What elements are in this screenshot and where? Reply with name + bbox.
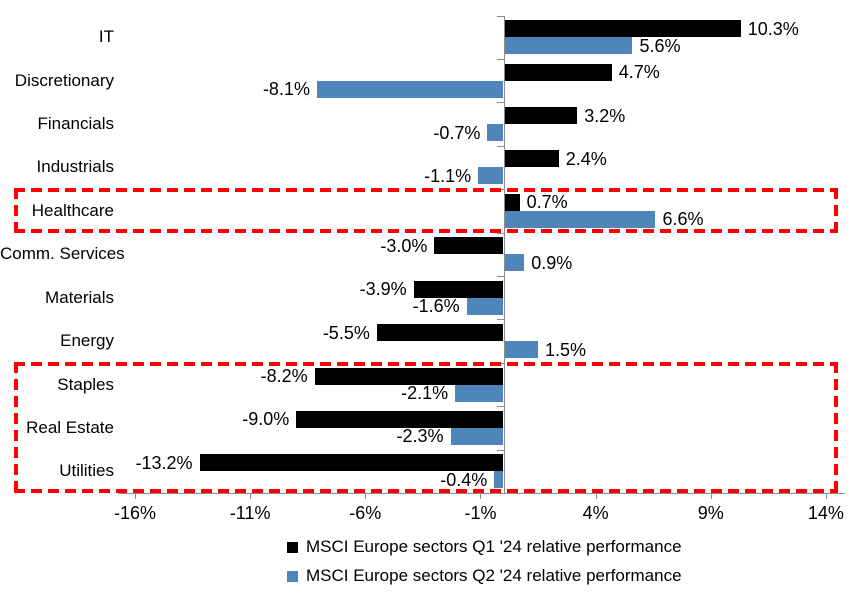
y-axis-tick [496,276,504,278]
category-label-it: IT [98,27,114,47]
bar-q1-comm-services [434,237,504,255]
value-label-q2-energy: 1.5% [545,339,587,360]
category-label-financials: Financials [37,114,114,134]
value-label-q1-discretionary: 4.7% [618,62,660,83]
value-label-q2-discretionary: -8.1% [262,79,310,100]
bar-q2-utilities [494,471,504,489]
category-label-discretionary: Discretionary [14,70,114,90]
value-label-q1-financials: 3.2% [584,105,626,126]
bar-q1-healthcare [503,193,520,211]
legend-item-q2: MSCI Europe sectors Q2 '24 relative perf… [287,566,682,586]
category-label-utilities: Utilities [59,461,114,481]
highlight-box-2-staples-top-edge [14,361,838,366]
highlight-box-2-staples-left-edge [14,361,18,494]
bar-q2-staples [455,384,504,402]
bar-q2-financials [487,124,504,142]
legend-label-q2: MSCI Europe sectors Q2 '24 relative perf… [306,566,682,585]
bar-q2-real-estate [450,427,504,445]
category-label-real-estate: Real Estate [26,417,114,437]
bar-q1-real-estate [296,410,504,428]
bar-q2-comm-services [503,254,525,272]
x-axis-tick [480,493,482,499]
category-label-materials: Materials [45,287,114,307]
value-label-q1-comm-services: -3.0% [380,235,428,256]
x-axis-tick [250,493,252,499]
x-axis-tick-label: 4% [582,503,609,523]
value-label-q1-industrials: 2.4% [565,148,607,169]
x-axis-tick-label: 14% [807,503,844,523]
bar-q1-discretionary [503,63,612,81]
x-axis-tick [365,493,367,499]
x-axis-tick-label: -1% [464,503,497,523]
value-label-q1-materials: -3.9% [359,279,407,300]
value-label-q2-real-estate: -2.3% [396,426,444,447]
y-axis-tick [496,15,504,17]
bar-q2-discretionary [316,80,504,98]
x-axis-tick [710,493,712,499]
value-label-q2-industrials: -1.1% [424,165,472,186]
highlight-box-1-healthcare-bottom-edge [14,228,838,233]
highlight-box-2-staples-right-edge [834,361,838,494]
y-axis-tick [496,449,504,451]
value-label-q2-financials: -0.7% [433,122,481,143]
highlight-box-1-healthcare-right-edge [834,188,838,233]
y-axis-tick [496,102,504,104]
bar-q1-financials [503,107,578,125]
y-axis-tick [496,145,504,147]
bar-q2-it [503,37,633,55]
value-label-q2-utilities: -0.4% [440,469,488,490]
value-label-q2-healthcare: 6.6% [662,209,704,230]
y-axis-tick [496,58,504,60]
value-label-q1-real-estate: -9.0% [242,409,290,430]
category-label-energy: Energy [60,331,114,351]
bar-q1-staples [314,367,504,385]
x-axis-tick [595,493,597,499]
value-label-q1-it: 10.3% [747,18,799,39]
x-axis-tick-label: -16% [114,503,157,523]
legend-item-q1: MSCI Europe sectors Q1 '24 relative perf… [287,537,682,557]
x-axis-tick [135,493,137,499]
value-label-q1-energy: -5.5% [322,322,370,343]
bar-q2-healthcare [503,210,656,228]
bar-q1-industrials [503,150,559,168]
x-axis-tick-label: -11% [229,503,271,523]
x-axis-tick-label: -6% [349,503,382,523]
value-label-q1-staples: -8.2% [260,366,308,387]
x-axis-line [118,493,845,494]
category-label-staples: Staples [57,374,114,394]
value-label-q2-comm-services: 0.9% [531,252,573,273]
bar-q1-energy [376,324,504,342]
x-axis-tick [825,493,827,499]
category-label-comm-services: Comm. Services [0,244,125,264]
category-label-industrials: Industrials [36,157,114,177]
bar-q1-utilities [199,454,504,472]
bar-q1-it [503,20,741,38]
legend: MSCI Europe sectors Q1 '24 relative perf… [287,537,682,586]
bar-q1-materials [413,280,504,298]
legend-marker-q1-icon [287,541,298,553]
category-label-healthcare: Healthcare [31,200,114,220]
value-label-q1-healthcare: 0.7% [526,192,568,213]
value-label-q2-staples: -2.1% [401,383,449,404]
y-axis-tick [496,406,504,408]
legend-label-q1: MSCI Europe sectors Q1 '24 relative perf… [306,537,682,556]
highlight-box-1-healthcare-left-edge [14,188,18,233]
legend-marker-q2-icon [287,570,298,582]
y-axis-tick [496,319,504,321]
x-axis-tick-label: 9% [697,503,724,523]
highlight-box-2-staples-bottom-edge [14,489,838,494]
value-label-q2-it: 5.6% [639,35,681,56]
y-axis-tick [496,232,504,234]
value-label-q2-materials: -1.6% [412,296,460,317]
highlight-box-1-healthcare-top-edge [14,188,838,193]
bar-q2-materials [466,297,504,315]
bar-q2-industrials [478,167,504,185]
bar-q2-energy [503,341,539,359]
y-axis-line [503,15,505,493]
value-label-q1-utilities: -13.2% [135,452,193,473]
